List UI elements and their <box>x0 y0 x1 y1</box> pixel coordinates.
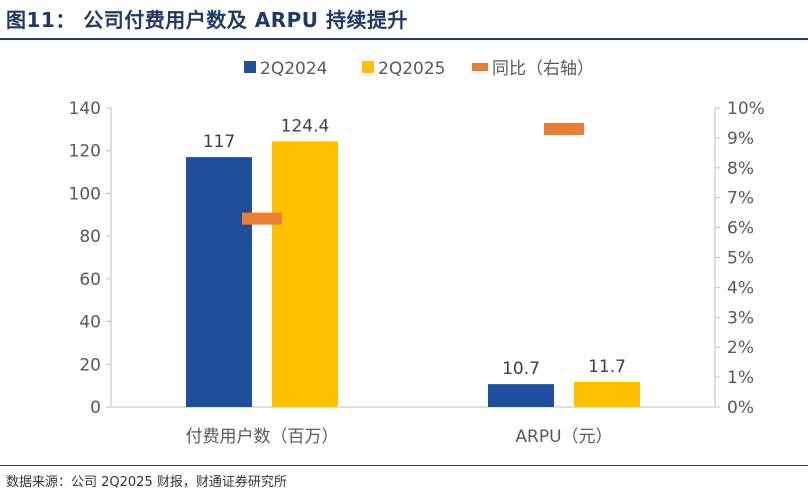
left-tick-label: 0 <box>90 398 101 418</box>
left-tick-label: 100 <box>69 184 101 204</box>
bar-2Q2024 <box>186 157 252 407</box>
right-tick-label: 5% <box>727 249 754 269</box>
right-axis: 0% 1% 2% 3% 4% 5% 6% 7% 8% 9% 10% <box>714 99 765 418</box>
footer-rule <box>0 465 808 466</box>
data-label: 117 <box>203 132 235 152</box>
legend: 2Q2024 2Q2025 同比（右轴） <box>244 59 594 79</box>
left-tick-label: 20 <box>79 355 101 375</box>
bar-2Q2025 <box>272 141 338 407</box>
x-category-label: ARPU（元） <box>515 427 612 447</box>
right-tick-label: 10% <box>727 99 765 119</box>
right-tick-label: 4% <box>727 278 754 298</box>
data-label: 124.4 <box>281 116 330 136</box>
left-tick-label: 140 <box>69 99 101 119</box>
x-labels: 付费用户数（百万） ARPU（元） <box>186 427 613 447</box>
yoy-markers <box>242 122 584 225</box>
left-tick-label: 120 <box>69 142 101 162</box>
bar-2Q2025 <box>574 382 640 407</box>
bars <box>186 141 640 407</box>
legend-swatch <box>362 61 374 73</box>
right-tick-label: 2% <box>727 338 754 358</box>
left-tick-label: 80 <box>79 227 101 247</box>
legend-swatch <box>244 61 256 73</box>
right-tick-label: 3% <box>727 308 754 328</box>
data-label: 10.7 <box>502 359 540 379</box>
yoy-marker <box>544 122 584 135</box>
legend-swatch <box>472 63 488 71</box>
figure-title: 图11： 公司付费用户数及 ARPU 持续提升 <box>6 8 408 32</box>
x-category-label: 付费用户数（百万） <box>186 427 339 447</box>
legend-label: 2Q2025 <box>378 59 445 79</box>
legend-label: 同比（右轴） <box>492 59 594 79</box>
left-tick-label: 60 <box>79 270 101 290</box>
right-tick-label: 8% <box>727 159 754 179</box>
legend-label: 2Q2024 <box>260 59 327 79</box>
yoy-marker <box>242 212 282 225</box>
data-label: 11.7 <box>588 357 626 377</box>
right-tick-label: 7% <box>727 189 754 209</box>
left-tick-label: 40 <box>79 313 101 333</box>
right-tick-label: 0% <box>727 398 754 418</box>
title-rule <box>0 38 808 40</box>
source-note: 数据来源：公司 2Q2025 财报，财通证券研究所 <box>6 475 287 490</box>
right-tick-label: 9% <box>727 129 754 149</box>
right-tick-label: 6% <box>727 219 754 239</box>
data-labels: 117 124.4 10.7 11.7 <box>203 116 626 379</box>
right-tick-label: 1% <box>727 368 754 388</box>
bar-2Q2024 <box>488 384 554 407</box>
